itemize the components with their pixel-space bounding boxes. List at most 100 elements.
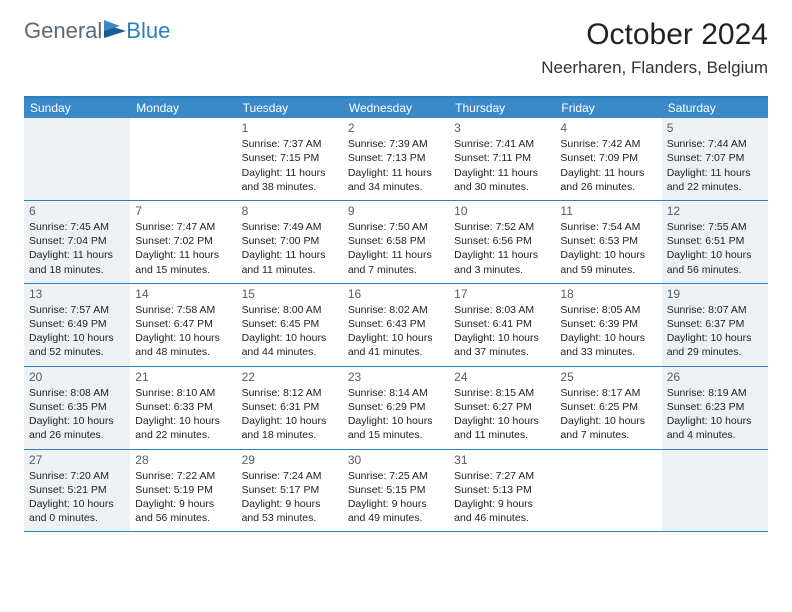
day-cell: 3Sunrise: 7:41 AMSunset: 7:11 PMDaylight… [449,118,555,200]
daylight-line-1: Daylight: 10 hours [667,248,763,262]
sunset-line: Sunset: 6:51 PM [667,234,763,248]
sunset-line: Sunset: 7:04 PM [29,234,125,248]
daylight-line-2: and 29 minutes. [667,345,763,359]
day-cell: 21Sunrise: 8:10 AMSunset: 6:33 PMDayligh… [130,367,236,449]
page-title: October 2024 [541,18,768,52]
calendar-page: General Blue October 2024 Neerharen, Fla… [0,0,792,550]
sunrise-line: Sunrise: 8:12 AM [242,386,338,400]
daylight-line-1: Daylight: 11 hours [135,248,231,262]
sunrise-line: Sunrise: 8:15 AM [454,386,550,400]
dow-thu: Thursday [449,98,555,118]
sunset-line: Sunset: 6:37 PM [667,317,763,331]
sunset-line: Sunset: 5:21 PM [29,483,125,497]
daylight-line-2: and 59 minutes. [560,263,656,277]
daylight-line-1: Daylight: 10 hours [454,414,550,428]
sunset-line: Sunset: 6:27 PM [454,400,550,414]
sunrise-line: Sunrise: 7:37 AM [242,137,338,151]
day-cell [24,118,130,200]
location-label: Neerharen, Flanders, Belgium [541,58,768,78]
day-number: 14 [135,286,231,302]
sunset-line: Sunset: 6:23 PM [667,400,763,414]
sunrise-line: Sunrise: 7:49 AM [242,220,338,234]
daylight-line-1: Daylight: 11 hours [560,166,656,180]
daylight-line-2: and 46 minutes. [454,511,550,525]
sunset-line: Sunset: 6:35 PM [29,400,125,414]
daylight-line-1: Daylight: 11 hours [348,166,444,180]
day-cell: 14Sunrise: 7:58 AMSunset: 6:47 PMDayligh… [130,284,236,366]
daylight-line-2: and 56 minutes. [667,263,763,277]
day-cell: 28Sunrise: 7:22 AMSunset: 5:19 PMDayligh… [130,450,236,532]
daylight-line-2: and 18 minutes. [29,263,125,277]
sunrise-line: Sunrise: 7:27 AM [454,469,550,483]
day-number: 16 [348,286,444,302]
day-number: 29 [242,452,338,468]
sunset-line: Sunset: 6:41 PM [454,317,550,331]
daylight-line-1: Daylight: 9 hours [454,497,550,511]
daylight-line-1: Daylight: 11 hours [348,248,444,262]
daylight-line-1: Daylight: 10 hours [560,331,656,345]
logo-text-blue: Blue [126,18,170,44]
daylight-line-1: Daylight: 10 hours [560,248,656,262]
daylight-line-1: Daylight: 10 hours [560,414,656,428]
daylight-line-1: Daylight: 10 hours [135,331,231,345]
sunset-line: Sunset: 6:39 PM [560,317,656,331]
daylight-line-2: and 41 minutes. [348,345,444,359]
sunrise-line: Sunrise: 7:39 AM [348,137,444,151]
daylight-line-2: and 38 minutes. [242,180,338,194]
daylight-line-2: and 26 minutes. [29,428,125,442]
day-number: 11 [560,203,656,219]
sunrise-line: Sunrise: 7:55 AM [667,220,763,234]
week-row: 13Sunrise: 7:57 AMSunset: 6:49 PMDayligh… [24,284,768,367]
sunrise-line: Sunrise: 8:02 AM [348,303,444,317]
day-number: 19 [667,286,763,302]
day-cell: 22Sunrise: 8:12 AMSunset: 6:31 PMDayligh… [237,367,343,449]
sunrise-line: Sunrise: 7:45 AM [29,220,125,234]
day-cell: 2Sunrise: 7:39 AMSunset: 7:13 PMDaylight… [343,118,449,200]
sunset-line: Sunset: 6:43 PM [348,317,444,331]
calendar-grid: Sunday Monday Tuesday Wednesday Thursday… [24,96,768,532]
sunrise-line: Sunrise: 7:58 AM [135,303,231,317]
dow-mon: Monday [130,98,236,118]
daylight-line-2: and 7 minutes. [348,263,444,277]
sunset-line: Sunset: 5:19 PM [135,483,231,497]
sunrise-line: Sunrise: 8:05 AM [560,303,656,317]
day-cell: 17Sunrise: 8:03 AMSunset: 6:41 PMDayligh… [449,284,555,366]
day-cell: 25Sunrise: 8:17 AMSunset: 6:25 PMDayligh… [555,367,661,449]
day-cell: 4Sunrise: 7:42 AMSunset: 7:09 PMDaylight… [555,118,661,200]
daylight-line-2: and 15 minutes. [135,263,231,277]
daylight-line-1: Daylight: 10 hours [242,414,338,428]
day-cell: 8Sunrise: 7:49 AMSunset: 7:00 PMDaylight… [237,201,343,283]
sunrise-line: Sunrise: 7:50 AM [348,220,444,234]
dow-header-row: Sunday Monday Tuesday Wednesday Thursday… [24,98,768,118]
sunrise-line: Sunrise: 7:57 AM [29,303,125,317]
daylight-line-1: Daylight: 10 hours [348,414,444,428]
daylight-line-2: and 48 minutes. [135,345,231,359]
dow-sun: Sunday [24,98,130,118]
daylight-line-1: Daylight: 9 hours [242,497,338,511]
sunset-line: Sunset: 7:13 PM [348,151,444,165]
daylight-line-2: and 30 minutes. [454,180,550,194]
daylight-line-2: and 53 minutes. [242,511,338,525]
day-number: 18 [560,286,656,302]
day-number: 2 [348,120,444,136]
logo: General Blue [24,18,170,44]
day-number: 4 [560,120,656,136]
sunrise-line: Sunrise: 7:44 AM [667,137,763,151]
day-cell: 9Sunrise: 7:50 AMSunset: 6:58 PMDaylight… [343,201,449,283]
day-number: 17 [454,286,550,302]
day-number: 13 [29,286,125,302]
sunrise-line: Sunrise: 8:03 AM [454,303,550,317]
week-row: 6Sunrise: 7:45 AMSunset: 7:04 PMDaylight… [24,201,768,284]
day-cell: 20Sunrise: 8:08 AMSunset: 6:35 PMDayligh… [24,367,130,449]
day-cell: 11Sunrise: 7:54 AMSunset: 6:53 PMDayligh… [555,201,661,283]
sunrise-line: Sunrise: 8:17 AM [560,386,656,400]
day-number: 28 [135,452,231,468]
week-row: 20Sunrise: 8:08 AMSunset: 6:35 PMDayligh… [24,367,768,450]
day-cell: 31Sunrise: 7:27 AMSunset: 5:13 PMDayligh… [449,450,555,532]
daylight-line-1: Daylight: 10 hours [667,331,763,345]
daylight-line-1: Daylight: 10 hours [29,497,125,511]
sunset-line: Sunset: 6:31 PM [242,400,338,414]
sunset-line: Sunset: 6:45 PM [242,317,338,331]
sunset-line: Sunset: 7:07 PM [667,151,763,165]
day-number: 21 [135,369,231,385]
